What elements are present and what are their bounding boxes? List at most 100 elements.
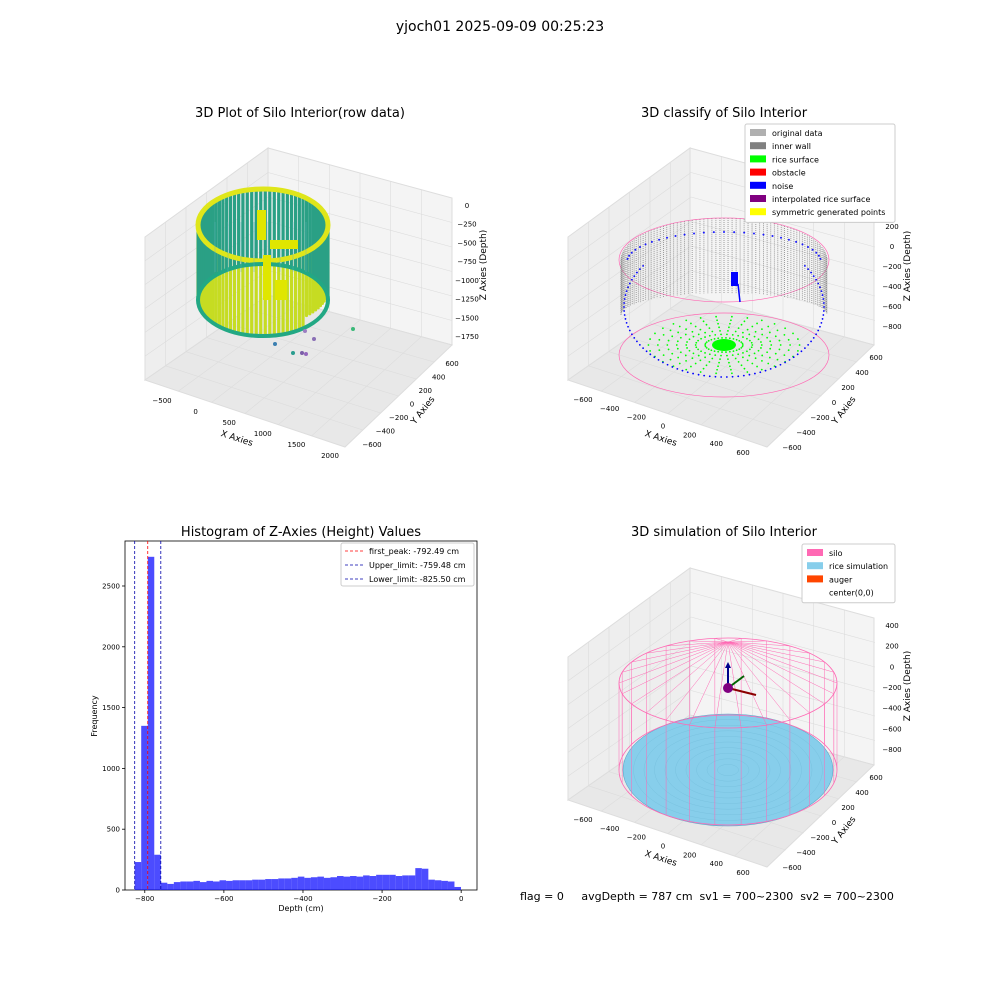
rice-surface-point [717,365,719,368]
tick-label: 500 [223,419,236,427]
y-tick-label: 2500 [102,582,120,590]
rice-surface-point [719,358,721,361]
plot-area [124,540,478,891]
rice-surface-point [761,354,764,357]
rice-surface-point [730,319,732,322]
histogram-bar [258,879,266,890]
noise-point [633,336,636,339]
noise-point [628,282,631,285]
rice-surface-point [691,330,694,333]
noise-point [623,302,626,304]
rice-surface-point [704,336,706,338]
legend-label: interpolated rice surface [772,195,870,204]
tick-label: 400 [432,374,445,382]
tick-label: 1000 [254,430,272,438]
rice-surface-point [746,317,749,319]
rice-surface-point [726,333,728,336]
rice-surface-point [695,346,698,349]
histogram-bar [421,868,429,890]
noise-point [804,264,806,267]
noise-point [733,231,736,234]
rice-surface-point [721,337,723,339]
rice-surface-point [678,325,681,328]
noise-point [800,350,803,353]
tick-label: 0 [661,423,665,431]
legend-frame [340,542,475,587]
histogram-bar [395,876,403,890]
histogram-bar [219,880,227,890]
rice-surface-point [787,349,790,352]
x-tick-labels: −600 −400 −200 0 200 400 600 [573,816,749,877]
histogram-bar [330,877,337,890]
noise-point [743,231,746,234]
noise-point [636,340,638,343]
rice-surface-point [714,333,717,336]
rice-surface-point [661,327,664,330]
rice-surface-point [751,344,754,346]
rice-surface-point [742,352,744,354]
tick-label: 400 [710,860,723,868]
rice-surface-point [676,340,679,343]
noise-point [638,268,641,271]
tick-label: 600 [736,449,749,457]
rice-surface-point [716,319,718,322]
legend-swatch [750,208,766,216]
rice-surface-point [768,356,771,359]
rice-surface-point [711,357,714,360]
legend: silo rice simulation auger center(0,0) [801,543,896,604]
rice-surface-point [760,341,762,343]
rice-surface-point [734,330,737,333]
noise-point [674,235,677,238]
rice-surface-point [753,335,756,338]
rice-surface-point [717,337,720,340]
silo-roof-line [727,641,834,694]
panel-raw-3d: 3D Plot of Silo Interior(row data) −5000… [143,106,489,460]
classified-points [618,217,830,398]
gridline [567,690,692,777]
tick-label: 200 [683,431,696,439]
rice-surface-point [766,336,769,339]
noise-point [681,369,684,372]
noise-point [804,347,806,350]
noise-point [636,271,638,274]
z-tick-labels: 400 200 0 −200 −400 −600 −800 [882,622,901,754]
rice-surface-point [746,350,748,353]
noise-point [787,238,790,241]
rice-surface-point [798,344,801,346]
chart-title: Histogram of Z-Axies (Height) Values [181,525,421,540]
noise-point [628,329,631,332]
rice-surface-point [748,354,751,357]
tick-label: 200 [419,387,432,395]
rice-surface-point [715,372,718,375]
rice-surface-point [704,342,707,345]
rice-surface-point [710,349,713,352]
histogram-bar [389,874,396,890]
rice-surface-point [727,329,729,332]
rice-surface-point [774,335,777,338]
rice-surface-point [746,328,749,331]
rice-surface-point [704,345,707,348]
noise-point [665,236,668,239]
rice-surface-point [738,339,741,342]
rice-surface-point [731,354,734,357]
rice-surface-point [728,361,730,364]
noise-point [623,298,626,300]
rice-surface-point [760,368,763,371]
noise-point [630,333,633,336]
rice-surface-point [748,348,751,351]
silo-roof-line [727,641,767,726]
histogram-bar [428,879,435,890]
histogram-bar [350,876,357,890]
rice-surface-point [711,330,714,333]
rice-surface-point [677,331,680,334]
rice-surface-point [797,338,799,340]
noise-point [764,369,767,372]
histogram-bar [160,882,168,890]
rice-surface-point [690,365,692,368]
silo-roof-line [646,641,729,714]
rice-surface-point [767,362,770,365]
legend-label: rice simulation [829,562,888,571]
noise-point [630,278,633,281]
rice-surface-point [714,354,717,357]
noise-point [752,232,755,235]
